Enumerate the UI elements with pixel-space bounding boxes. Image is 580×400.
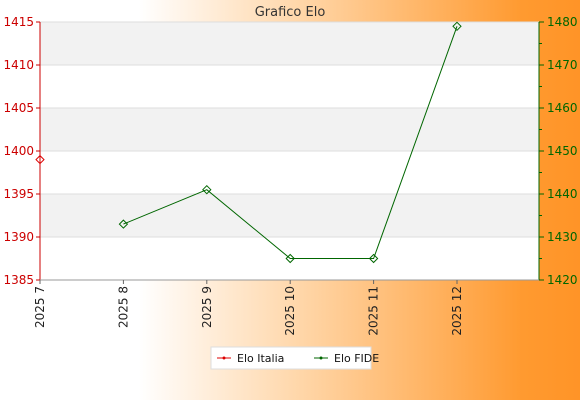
series-line — [123, 26, 458, 259]
grid-band — [40, 22, 539, 65]
data-point — [118, 219, 129, 229]
y-right-tick-label: 1420 — [547, 273, 578, 287]
grid-band — [40, 108, 539, 151]
y-right-tick-label: 1460 — [547, 101, 578, 115]
y-right-tick-label: 1470 — [547, 58, 578, 72]
y-left-tick-label: 1395 — [3, 187, 34, 201]
data-point — [35, 154, 45, 165]
y-left-tick-label: 1400 — [3, 144, 34, 158]
grid-band — [40, 194, 539, 237]
legend-box — [210, 346, 372, 370]
y-right-tick-label: 1450 — [547, 144, 578, 158]
y-left-tick-label: 1390 — [3, 230, 34, 244]
x-tick-label: 2025 11 — [367, 286, 381, 336]
data-point — [452, 21, 462, 32]
x-tick-label: 2025 7 — [33, 286, 47, 328]
y-right-tick-label: 1440 — [547, 187, 578, 201]
x-tick-label: 2025 12 — [450, 286, 464, 336]
data-point — [368, 253, 379, 264]
y-left-tick-label: 1405 — [3, 101, 34, 115]
x-tick-label: 2025 8 — [116, 286, 130, 328]
data-point — [285, 253, 295, 264]
legend-swatch-marker — [222, 356, 226, 360]
y-right-tick-label: 1480 — [547, 15, 578, 29]
data-point — [202, 184, 212, 195]
chart-title: Grafico Elo — [255, 5, 326, 20]
legend-label: Elo FIDE — [334, 352, 379, 365]
legend-swatch-marker — [319, 356, 323, 360]
y-left-tick-label: 1410 — [3, 58, 34, 72]
legend-label: Elo Italia — [237, 352, 284, 365]
x-tick-label: 2025 10 — [283, 286, 297, 336]
y-left-tick-label: 1385 — [3, 273, 34, 287]
x-tick-label: 2025 9 — [200, 286, 214, 328]
y-right-tick-label: 1430 — [547, 230, 578, 244]
y-left-tick-label: 1415 — [3, 15, 34, 29]
